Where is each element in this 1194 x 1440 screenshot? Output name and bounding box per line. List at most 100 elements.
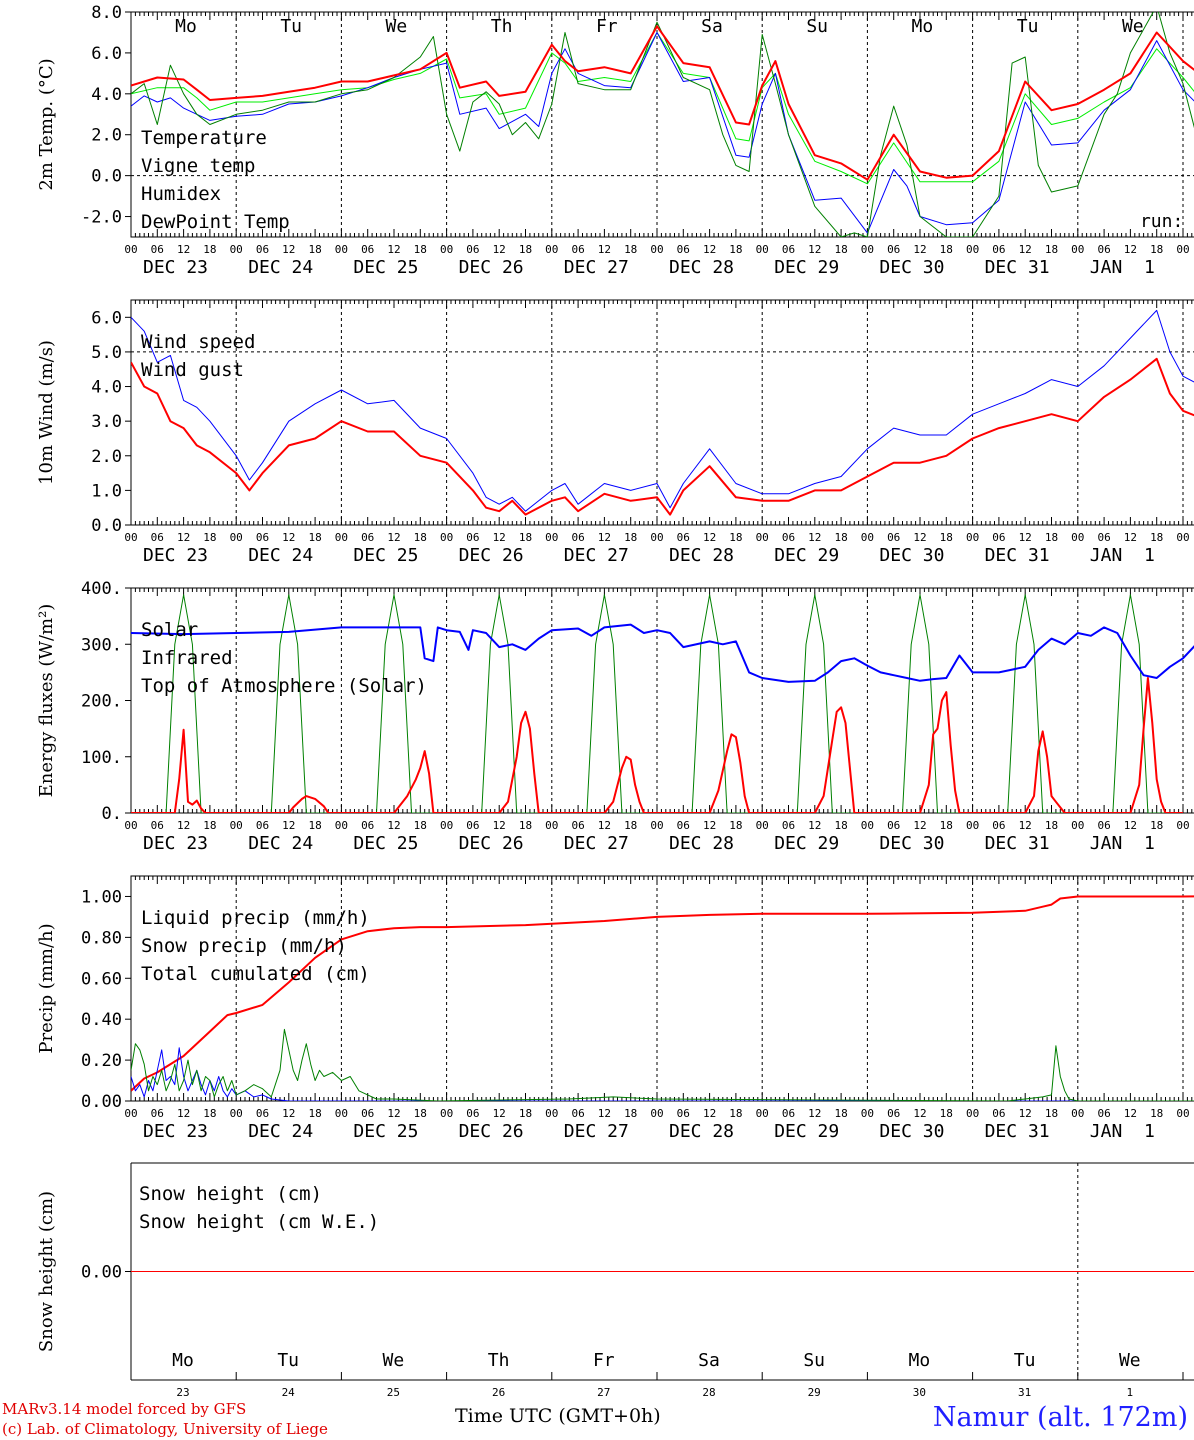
hour-tick-label: 00: [861, 243, 874, 256]
date-label: DEC 27: [564, 545, 629, 566]
model-credit: MARv3.14 model forced by GFS: [2, 1400, 247, 1418]
hour-tick-label: 06: [1097, 243, 1110, 256]
date-label: DEC 29: [774, 257, 839, 278]
hour-tick-label: 00: [756, 819, 769, 832]
hour-tick-label: 06: [571, 531, 584, 544]
hour-tick-label: 12: [808, 531, 821, 544]
day-number-label: 30: [913, 1386, 926, 1399]
hour-tick-label: 18: [1045, 819, 1058, 832]
hour-tick-label: 06: [887, 531, 900, 544]
date-label: DEC 25: [353, 257, 418, 278]
panel-1: 00 06 12 18 00 06 12 18 00 06 12 18 00 06 12 18 00 06 12 18…: [36, 3, 1194, 278]
date-label: DEC 29: [774, 545, 839, 566]
hour-tick-label: 12: [282, 243, 295, 256]
hour-tick-label: 06: [887, 1107, 900, 1120]
hour-tick-label: 00: [756, 531, 769, 544]
hour-tick-label: 12: [387, 531, 400, 544]
hour-tick-label: 06: [256, 819, 269, 832]
series-line: [131, 25, 1194, 181]
y-axis-title: 10m Wind (m/s): [36, 340, 57, 485]
panel-3: 00 06 12 18 00 06 12 18 00 06 12 18 00 06 12 18 00 06 12 18…: [36, 579, 1194, 854]
date-label: DEC 30: [879, 833, 944, 854]
weekday-label: Mo: [172, 1350, 194, 1371]
hour-tick-label: 00: [1071, 531, 1084, 544]
day-number-label: 24: [282, 1386, 296, 1399]
hour-tick-label: 18: [729, 531, 742, 544]
hour-tick-label: 00: [861, 819, 874, 832]
hour-tick-label: 06: [1097, 819, 1110, 832]
y-axis-title: 2m Temp. (°C): [36, 58, 57, 190]
hour-tick-label: 12: [1124, 243, 1137, 256]
hour-tick-label: 12: [913, 243, 926, 256]
hour-tick-label: 06: [782, 531, 795, 544]
hour-tick-label: 18: [203, 531, 216, 544]
date-label: DEC 31: [985, 833, 1050, 854]
hour-tick-label: 06: [151, 819, 164, 832]
hour-tick-label: 12: [808, 819, 821, 832]
legend-entry: DewPoint Temp: [141, 211, 290, 233]
series-line: [131, 594, 1183, 813]
hour-tick-label: 00: [1176, 531, 1189, 544]
hour-tick-label: 18: [414, 531, 427, 544]
y-tick-label: 2.0: [91, 447, 122, 467]
hour-tick-label: 06: [887, 819, 900, 832]
hour-tick-label: 18: [1150, 531, 1163, 544]
hour-tick-label: 18: [203, 243, 216, 256]
day-number-label: 31: [1018, 1386, 1031, 1399]
y-tick-label: 0.00: [81, 1092, 122, 1112]
weekday-label: Mo: [912, 16, 934, 37]
hour-tick-label: 00: [1071, 1107, 1084, 1120]
series-line: [131, 1028, 1194, 1101]
x-ticks: [130, 300, 1193, 525]
hour-tick-label: 18: [519, 1107, 532, 1120]
hour-tick-label: 06: [151, 243, 164, 256]
y-axis-title: Precip (mm/h): [36, 923, 57, 1053]
y-tick-label: 0.0: [91, 167, 122, 187]
date-label: DEC 23: [143, 1121, 208, 1142]
hour-tick-label: 12: [808, 1107, 821, 1120]
hour-tick-label: 00: [966, 819, 979, 832]
hour-tick-label: 06: [256, 1107, 269, 1120]
y-tick-label: 400.: [81, 579, 122, 599]
date-label: DEC 29: [774, 1121, 839, 1142]
hour-tick-label: 06: [992, 243, 1005, 256]
hour-tick-label: 18: [519, 243, 532, 256]
hour-tick-label: 00: [230, 243, 243, 256]
hour-tick-label: 06: [571, 1107, 584, 1120]
legend-entry: Infrared: [141, 647, 233, 669]
hour-tick-label: 12: [598, 243, 611, 256]
y-tick-label: 1.00: [81, 887, 122, 907]
y-tick-label: 300.: [81, 635, 122, 655]
series-group: [131, 895, 1194, 1101]
y-tick-label: -2.0: [81, 208, 122, 228]
hour-tick-label: 12: [387, 1107, 400, 1120]
series-group: [131, 594, 1194, 813]
hour-tick-label: 00: [335, 531, 348, 544]
hour-tick-label: 18: [203, 1107, 216, 1120]
legend-entry: Solar: [141, 619, 198, 641]
legend-entry: Vigne temp: [141, 155, 255, 177]
hour-tick-label: 12: [1124, 531, 1137, 544]
legend-entry: Total cumulated (cm): [141, 963, 370, 985]
series-line: [131, 32, 1194, 234]
hour-tick-label: 18: [940, 819, 953, 832]
hour-tick-label: 00: [124, 819, 137, 832]
date-label: DEC 26: [459, 545, 524, 566]
hour-tick-label: 00: [335, 1107, 348, 1120]
hour-tick-label: 12: [1019, 1107, 1032, 1120]
legend-entry: Liquid precip (mm/h): [141, 907, 370, 929]
hour-tick-label: 12: [387, 819, 400, 832]
hour-tick-label: 18: [308, 243, 321, 256]
day-number-label: 26: [492, 1386, 505, 1399]
hour-tick-label: 18: [624, 1107, 637, 1120]
hour-tick-label: 00: [756, 243, 769, 256]
hour-tick-label: 00: [440, 1107, 453, 1120]
hour-tick-label: 00: [545, 1107, 558, 1120]
weekday-label: We: [383, 1350, 405, 1371]
hour-tick-label: 18: [940, 531, 953, 544]
hour-tick-label: 12: [387, 243, 400, 256]
weekday-label: Su: [803, 1350, 825, 1371]
weekday-label: Mo: [175, 16, 197, 37]
hour-tick-label: 06: [887, 243, 900, 256]
hour-tick-label: 12: [808, 243, 821, 256]
